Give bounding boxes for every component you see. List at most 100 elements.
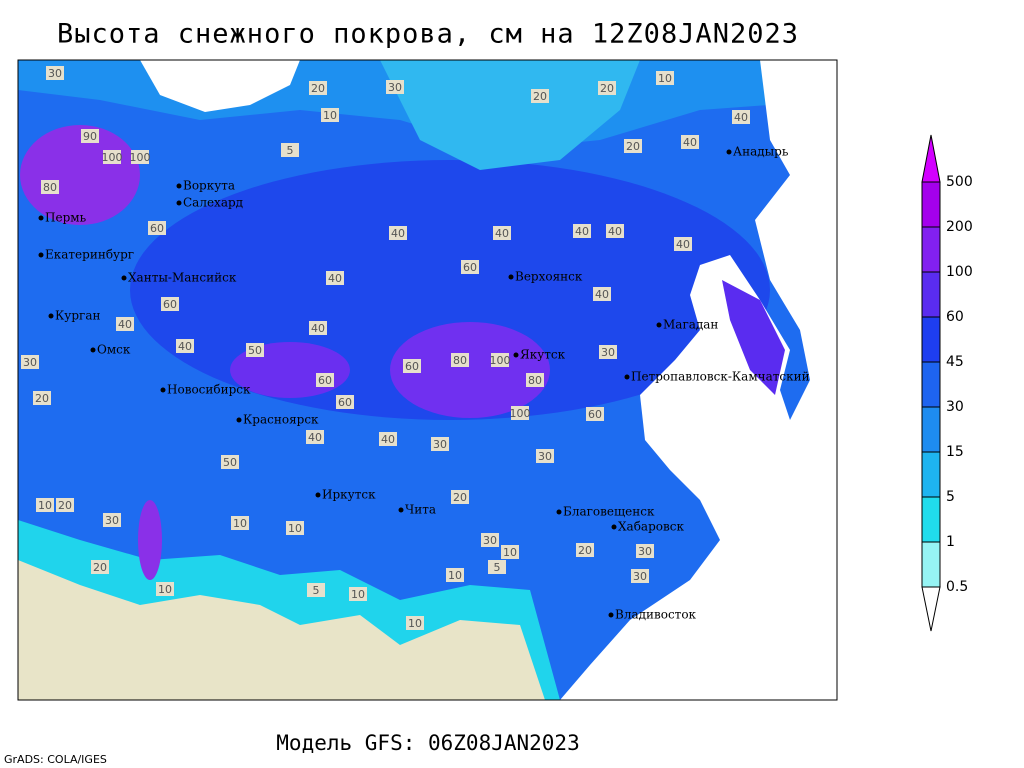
contour-label-box [593,287,611,301]
contour-label: 20 [453,491,467,504]
contour-label-box [349,587,367,601]
city-label: Новосибирск [167,383,251,397]
contour-label-box [316,373,334,387]
city-dot [513,352,519,358]
city-dot [121,275,127,281]
contour-label-box [446,568,464,582]
city-dot [608,612,614,618]
title: Высота снежного покрова, см на 12Z08JAN2… [57,19,799,50]
contour-label: 100 [102,151,123,164]
colorbar-top-triangle [921,134,941,183]
colorbar-label: 15 [946,444,964,460]
contour-label-box [309,321,327,335]
contour-label-box [624,139,642,153]
colorbar-label: 60 [946,309,964,325]
colorbar-label: 0.5 [946,579,968,595]
contour-label-box [674,237,692,251]
colorbar-label: 200 [946,219,973,235]
contour-label-box [336,395,354,409]
contour-label-box [576,543,594,557]
contour-label-box [33,391,51,405]
contour-label-box [246,343,264,357]
contour-label: 30 [433,438,447,451]
contour-label: 40 [308,431,322,444]
colorbar: 500 200 100 60 45 30 15 5 1 0.5 [921,134,973,632]
contour-label: 40 [311,322,325,335]
colorbar-band [921,496,941,543]
contour-label: 100 [130,151,151,164]
contour-label-box [573,224,591,238]
contour-label-box [536,449,554,463]
contour-label-box [307,583,325,597]
contour-label: 80 [43,181,57,194]
contour-label: 40 [575,225,589,238]
contour-label: 40 [595,288,609,301]
contour-label-box [406,616,424,630]
contour-label: 10 [323,109,337,122]
contour-label-box [451,353,469,367]
city-dot [726,149,732,155]
city-label: Чита [405,503,436,517]
city-label: Петропавловск-Камчатский [631,370,810,384]
contour-label: 60 [150,222,164,235]
contour-label-box [91,560,109,574]
city-label: Благовещенск [563,505,655,519]
contour-label: 40 [495,227,509,240]
contour-label: 30 [48,67,62,80]
city-label: Пермь [45,211,87,225]
contour-label-box [221,455,239,469]
model-run: Модель GFS: 06Z08JAN2023 [276,731,579,755]
contour-label: 20 [600,82,614,95]
contour-label: 60 [318,374,332,387]
city-dot [398,507,404,513]
contour-label-box [403,359,421,373]
contour-label-box [286,521,304,535]
contour-label: 20 [58,499,72,512]
colorbar-label: 100 [946,264,973,280]
contour-label: 50 [248,344,262,357]
contour-label: 20 [311,82,325,95]
contour-label: 40 [391,227,405,240]
colorbar-band [921,316,941,363]
arctic-ocean [140,60,300,112]
contour-label: 30 [483,534,497,547]
city-dot [176,183,182,189]
contour-label: 40 [683,136,697,149]
city-label: Воркута [183,179,235,193]
contour-label-box [636,544,654,558]
colorbar-band [921,406,941,453]
colorbar-label: 5 [946,489,955,505]
city-label: Красноярск [243,413,319,427]
contour-label-box [161,297,179,311]
contour-label-box [176,339,194,353]
contour-label-box [656,71,674,85]
city-dot [48,313,54,319]
colorbar-band [921,271,941,318]
map-region [138,500,162,580]
colorbar-bottom-triangle [921,586,941,632]
contour-label-box [41,180,59,194]
contour-label: 40 [118,318,132,331]
contour-label: 20 [578,544,592,557]
contour-label: 30 [633,570,647,583]
contour-label-box [156,582,174,596]
contour-label-box [46,66,64,80]
city-label: Хабаровск [618,520,684,534]
contour-label-box [103,513,121,527]
contour-label: 10 [38,499,52,512]
contour-label-box [599,345,617,359]
city-label: Иркутск [322,488,376,502]
contour-label: 60 [463,261,477,274]
colorbar-label: 1 [946,534,955,550]
city-label: Курган [55,309,100,323]
contour-label-box [386,80,404,94]
colorbar-label: 30 [946,399,964,415]
city-dot [176,200,182,206]
city-label: Омск [97,343,131,357]
contour-label: 5 [287,144,294,157]
city-dot [38,215,44,221]
contour-label-box [431,437,449,451]
contour-label-box [598,81,616,95]
contour-label-box [116,317,134,331]
